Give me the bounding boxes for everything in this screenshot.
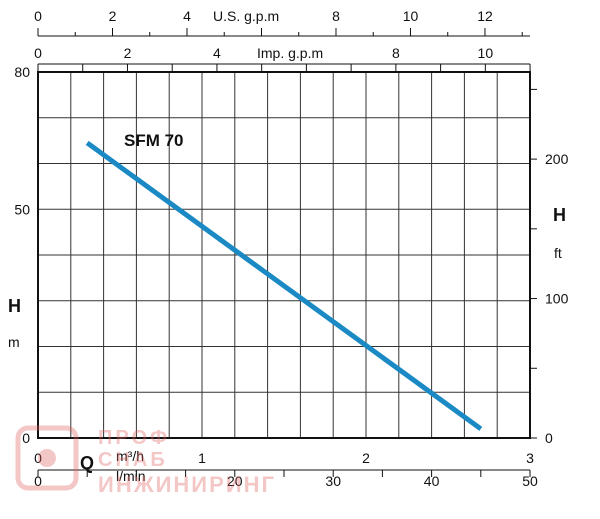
watermark-logo-dot xyxy=(38,449,56,467)
series-label: SFM 70 xyxy=(124,131,184,150)
series-layer xyxy=(85,140,483,431)
right-axis-tick-label: 200 xyxy=(545,151,569,167)
usgpm-tick-label: 10 xyxy=(403,8,419,24)
chart-grid xyxy=(38,72,530,438)
usgpm-unit-label: U.S. g.p.m xyxy=(213,8,279,24)
impgpm-ticks: 0 2 4 8 10 xyxy=(34,45,531,72)
right-axis-tick-label: 100 xyxy=(545,291,569,307)
impgpm-tick-label: 4 xyxy=(213,45,221,61)
watermark-line1: ПРОФ xyxy=(98,427,170,449)
impgpm-tick-label: 0 xyxy=(34,45,42,61)
m3h-tick-label: 1 xyxy=(198,450,206,466)
lmin-tick-label: 30 xyxy=(325,473,341,489)
watermark: ПРОФ СНАБ ИНЖИНИРИНГ xyxy=(15,425,276,497)
m3h-tick-label: 2 xyxy=(362,450,370,466)
q-axis-label: Q xyxy=(80,453,94,473)
impgpm-tick-label: 2 xyxy=(124,45,132,61)
m3h-tick-label: 3 xyxy=(526,450,534,466)
right-axis-tick-label: 0 xyxy=(545,430,553,446)
watermark-logo xyxy=(15,425,79,491)
left-axis: 0 50 80 xyxy=(14,64,30,446)
left-axis-tick-label: 0 xyxy=(22,430,30,446)
usgpm-tick-label: 4 xyxy=(183,8,191,24)
lmin-ticks: 0 20 30 40 50 xyxy=(34,470,538,489)
bottom-axes: 0 1 2 3 0 20 30 40 50 Q m³/h l/min xyxy=(34,448,538,489)
lmin-tick-label: 50 xyxy=(522,473,538,489)
plot-frame xyxy=(37,71,531,439)
watermark-line2: СНАБ xyxy=(98,449,168,471)
watermark-line3: ИНЖИНИРИНГ xyxy=(98,472,276,497)
right-axis-unit: ft xyxy=(554,245,562,261)
usgpm-tick-label: 2 xyxy=(109,8,117,24)
right-axis-label: H xyxy=(553,205,566,225)
series-line-sfm-70 xyxy=(85,140,483,431)
lmin-unit-label: l/min xyxy=(116,468,146,484)
m3h-unit-label: m³/h xyxy=(116,448,144,464)
usgpm-tick-label: 12 xyxy=(477,8,493,24)
lmin-tick-label: 0 xyxy=(34,473,42,489)
top-axes: 0 2 4 8 10 12 0 2 4 8 10 U.S. g.p.m Imp. g.p.m xyxy=(34,8,531,72)
left-axis-tick-label: 80 xyxy=(14,64,30,80)
lmin-tick-label: 40 xyxy=(424,473,440,489)
usgpm-tick-label: 0 xyxy=(34,8,42,24)
left-axis-unit: m xyxy=(8,334,20,350)
watermark-logo-ring xyxy=(15,425,79,491)
usgpm-tick-label: 8 xyxy=(332,8,340,24)
left-axis-label: H xyxy=(8,296,21,316)
right-axis: 0 100 200 xyxy=(530,88,569,446)
lmin-tick-label: 20 xyxy=(227,473,243,489)
left-axis-tick-label: 50 xyxy=(14,201,30,217)
impgpm-unit-label: Imp. g.p.m xyxy=(257,45,323,61)
impgpm-tick-label: 10 xyxy=(478,45,494,61)
usgpm-ticks: 0 2 4 8 10 12 xyxy=(34,8,523,36)
impgpm-tick-label: 8 xyxy=(392,45,400,61)
m3h-tick-label: 0 xyxy=(34,450,42,466)
m3h-ticks: 0 1 2 3 xyxy=(34,450,534,466)
